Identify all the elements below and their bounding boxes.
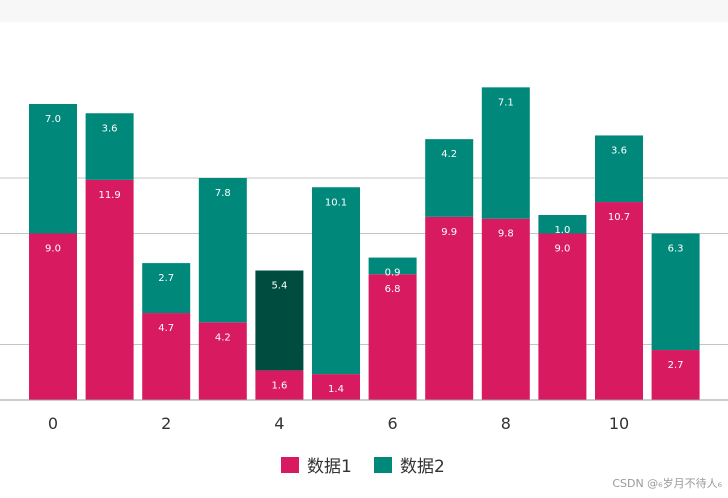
data-label: 2.7: [668, 360, 684, 371]
bar-2-4: [255, 270, 304, 371]
bar-1-2: [142, 313, 191, 400]
data-label: 1.6: [271, 380, 287, 391]
bar-2-10: [595, 135, 643, 203]
x-axis-ticks: 0 2 4 6 8 10: [48, 414, 629, 433]
bar-1-6: [368, 274, 417, 400]
legend-swatch: [374, 457, 392, 473]
data-label: 6.3: [668, 244, 684, 255]
legend-label: 数据1: [307, 457, 352, 477]
bar-1-4: [255, 370, 304, 400]
bar-2-6: [368, 257, 417, 275]
data-label: 9.9: [441, 227, 457, 238]
data-label: 2.7: [158, 273, 174, 284]
bar-1-7: [425, 216, 474, 400]
data-label: 3.6: [611, 145, 627, 156]
x-tick-label: 2: [161, 414, 171, 433]
x-tick-label: 8: [501, 414, 511, 433]
data-label: 6.8: [385, 284, 401, 295]
data-label: 10.7: [608, 212, 630, 223]
bars: 9.0 7.0 11.9 3.6 4.7 2.7 4.2 7.8 1.6 5.4 1.4 10.1 6.…: [29, 87, 700, 400]
data-label: 1.0: [554, 225, 570, 236]
data-label: 7.8: [215, 188, 231, 199]
bar-1-9: [538, 233, 587, 400]
bar-1-11: [651, 350, 700, 400]
data-label: 7.1: [498, 97, 514, 108]
bar-2-9: [538, 215, 587, 234]
data-label: 4.2: [441, 149, 457, 160]
bar-1-8: [481, 218, 530, 400]
bar-2-11: [651, 233, 700, 351]
data-label: 11.9: [98, 190, 120, 201]
bar-2-0: [29, 104, 77, 234]
bar-1-0: [29, 233, 77, 400]
bar-2-2: [142, 263, 191, 314]
data-label: 9.0: [554, 244, 570, 255]
legend: 数据1 数据2: [281, 457, 445, 477]
bar-1-10: [595, 202, 643, 400]
x-tick-label: 6: [388, 414, 398, 433]
bar-1-1: [85, 179, 134, 400]
top-bar: [0, 0, 728, 22]
legend-swatch: [281, 457, 299, 473]
legend-label: 数据2: [400, 457, 445, 477]
watermark: CSDN @₆岁月不待人₆: [612, 477, 722, 490]
data-label: 7.0: [45, 114, 61, 125]
data-label: 4.7: [158, 323, 174, 334]
data-label: 0.9: [385, 268, 401, 279]
data-label: 1.4: [328, 384, 344, 395]
data-label: 5.4: [271, 281, 287, 292]
bar-2-8: [481, 87, 530, 219]
data-label: 4.2: [215, 332, 231, 343]
data-label: 10.1: [325, 197, 347, 208]
bar-2-7: [425, 139, 474, 217]
bar-2-5: [312, 187, 360, 375]
data-label: 9.8: [498, 229, 514, 240]
bar-2-3: [198, 178, 247, 323]
x-tick-label: 0: [48, 414, 58, 433]
data-label: 3.6: [102, 123, 118, 134]
data-label: 9.0: [45, 244, 61, 255]
bar-1-5: [312, 374, 360, 400]
x-tick-label: 10: [609, 414, 629, 433]
x-tick-label: 4: [274, 414, 284, 433]
bar-1-3: [198, 322, 247, 400]
bar-2-1: [85, 113, 134, 180]
